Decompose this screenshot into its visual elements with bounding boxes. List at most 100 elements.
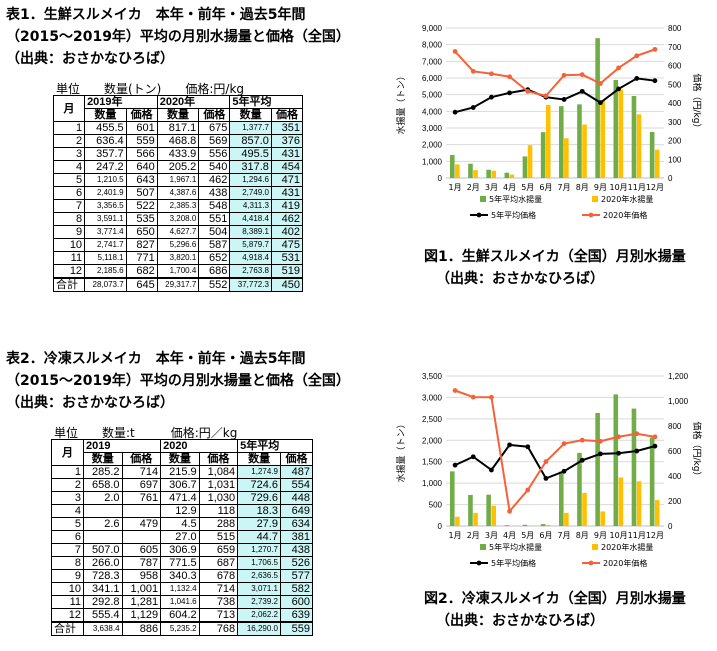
table-month-cell: 3 bbox=[52, 147, 86, 161]
table-cell: 817.1 bbox=[156, 121, 200, 135]
table-cell: 475 bbox=[270, 238, 304, 252]
table-cell: 455.5 bbox=[84, 121, 127, 135]
table-cell: 2.6 bbox=[82, 517, 123, 531]
bar bbox=[600, 511, 606, 526]
table-row: 11 292.8 1,281 1,041.6 738 2,739.2 600 bbox=[51, 595, 314, 609]
table-cell: 381 bbox=[279, 530, 314, 544]
table-cell: 471 bbox=[270, 173, 304, 187]
table-cell: 468.8 bbox=[156, 134, 200, 148]
y2-tick-label: 100 bbox=[668, 155, 682, 164]
line-point bbox=[634, 448, 640, 454]
table1: 月 2019年 2020年 5年平均 数量 価格 数量 価格 数量 価格 1 455.5 601 817.… bbox=[52, 95, 304, 292]
x-tick-label: 4月 bbox=[503, 531, 516, 540]
table-cell: 714 bbox=[121, 465, 162, 479]
table-cell: 118 bbox=[198, 504, 239, 518]
table-cell: 587 bbox=[198, 238, 231, 252]
table-cell: 215.9 bbox=[160, 465, 200, 479]
table-cell: 886 bbox=[121, 621, 162, 636]
table-month-cell: 12 bbox=[51, 608, 84, 623]
table-month-cell: 12 bbox=[52, 264, 86, 279]
x-tick-label: 11月 bbox=[628, 531, 646, 540]
y2-tick-label: 1,000 bbox=[668, 397, 689, 406]
line-point bbox=[579, 88, 585, 94]
table2-title-line2: （2015～2019年）平均の月別水揚量と価格（全国） bbox=[6, 373, 350, 389]
y2-tick-label: 700 bbox=[668, 43, 682, 52]
table-cell: 2,739.2 bbox=[237, 595, 281, 609]
line-point bbox=[489, 394, 494, 400]
table-cell: 4,627.7 bbox=[156, 225, 200, 239]
x-tick-label: 5月 bbox=[521, 531, 534, 540]
table-cell: 5,118.1 bbox=[84, 251, 127, 265]
table-cell: 857.0 bbox=[229, 134, 272, 148]
header-price: 価格 bbox=[121, 452, 162, 466]
bar bbox=[564, 138, 569, 178]
table-cell: 479 bbox=[121, 517, 162, 531]
table-cell: 1,700.4 bbox=[156, 264, 200, 279]
table-cell: 1,030 bbox=[198, 491, 239, 505]
line-point bbox=[561, 97, 567, 102]
table-cell: 37,772.3 bbox=[229, 277, 272, 292]
table-cell: 601 bbox=[125, 121, 158, 135]
table1-title-line1: 表1．生鮮スルメイカ 本年・前年・過去5年間 bbox=[6, 7, 306, 23]
bar bbox=[600, 100, 606, 178]
table-cell: 738 bbox=[198, 595, 239, 609]
line-point bbox=[470, 105, 476, 110]
table-cell: 433.9 bbox=[156, 147, 200, 161]
table-row: 4 247.2 640 205.2 540 317.8 454 bbox=[52, 160, 304, 174]
y2-tick-label: 600 bbox=[668, 447, 682, 456]
table-cell bbox=[82, 530, 123, 544]
table-cell: 554 bbox=[279, 478, 314, 492]
table-cell: 771.5 bbox=[160, 556, 200, 570]
table-row: 7 507.0 605 306.9 659 1,270.7 438 bbox=[51, 543, 314, 557]
table-cell: 438 bbox=[279, 543, 314, 557]
x-tick-label: 1月 bbox=[449, 531, 462, 540]
bar bbox=[473, 512, 478, 526]
table-cell: 1,132.4 bbox=[160, 582, 200, 596]
chart2: 0 500 1,000 1,500 2,000 2,500 3,000 3,500 0 200 40… bbox=[395, 372, 703, 568]
table-cell: 827 bbox=[125, 238, 158, 252]
y-tick-label: 2,000 bbox=[422, 141, 443, 150]
bar bbox=[486, 494, 491, 526]
table-cell: 1,377.7 bbox=[229, 121, 272, 135]
line-point bbox=[616, 434, 621, 440]
table-cell: 507.0 bbox=[82, 543, 123, 557]
figure2-source: （出典：おさかなひろば） bbox=[436, 613, 604, 629]
legend-marker bbox=[588, 212, 594, 218]
y2-axis-title: 価格（円/kg） bbox=[691, 74, 703, 133]
table-cell: 16,290.0 bbox=[237, 621, 281, 636]
y-tick-label: 0 bbox=[438, 522, 443, 531]
line-point bbox=[652, 443, 658, 449]
table-cell: 697 bbox=[121, 478, 162, 492]
bar bbox=[455, 164, 460, 178]
table-row: 6 27.0 515 44.7 381 bbox=[51, 530, 314, 544]
x-tick-label: 1月 bbox=[449, 183, 462, 192]
line-point bbox=[634, 76, 640, 81]
x-tick-label: 2月 bbox=[467, 183, 480, 192]
line-point bbox=[561, 441, 567, 447]
y2-tick-label: 0 bbox=[668, 174, 673, 183]
bar bbox=[491, 170, 497, 178]
header-price: 価格 bbox=[279, 452, 314, 466]
y-tick-label: 4,000 bbox=[422, 107, 443, 116]
bar bbox=[649, 437, 655, 526]
table-cell: 1,270.7 bbox=[237, 543, 281, 557]
bar bbox=[504, 172, 510, 178]
line-point bbox=[579, 72, 585, 78]
table-cell: 2,763.8 bbox=[229, 264, 272, 279]
table-row: 3 357.7 566 433.9 556 495.5 431 bbox=[52, 147, 304, 161]
table-cell bbox=[121, 504, 162, 518]
table-cell: 1,706.5 bbox=[237, 556, 281, 570]
table-cell: 1,041.6 bbox=[160, 595, 200, 609]
line-point bbox=[489, 94, 494, 100]
table-cell: 18.3 bbox=[237, 504, 281, 518]
figure2-caption: 図2．冷凍スルメイカ（全国）月別水揚量 bbox=[424, 591, 686, 607]
table-month-cell: 2 bbox=[52, 134, 86, 148]
line-point bbox=[598, 100, 603, 106]
table2-unit: 単位 数量:t 価格:円／kg bbox=[54, 426, 238, 440]
series-line bbox=[454, 77, 656, 114]
table-cell: 2,401.9 bbox=[84, 186, 127, 200]
table-cell: 605 bbox=[121, 543, 162, 557]
table-cell: 566 bbox=[125, 147, 158, 161]
table-cell: 317.8 bbox=[229, 160, 272, 174]
y2-tick-label: 0 bbox=[668, 522, 673, 531]
